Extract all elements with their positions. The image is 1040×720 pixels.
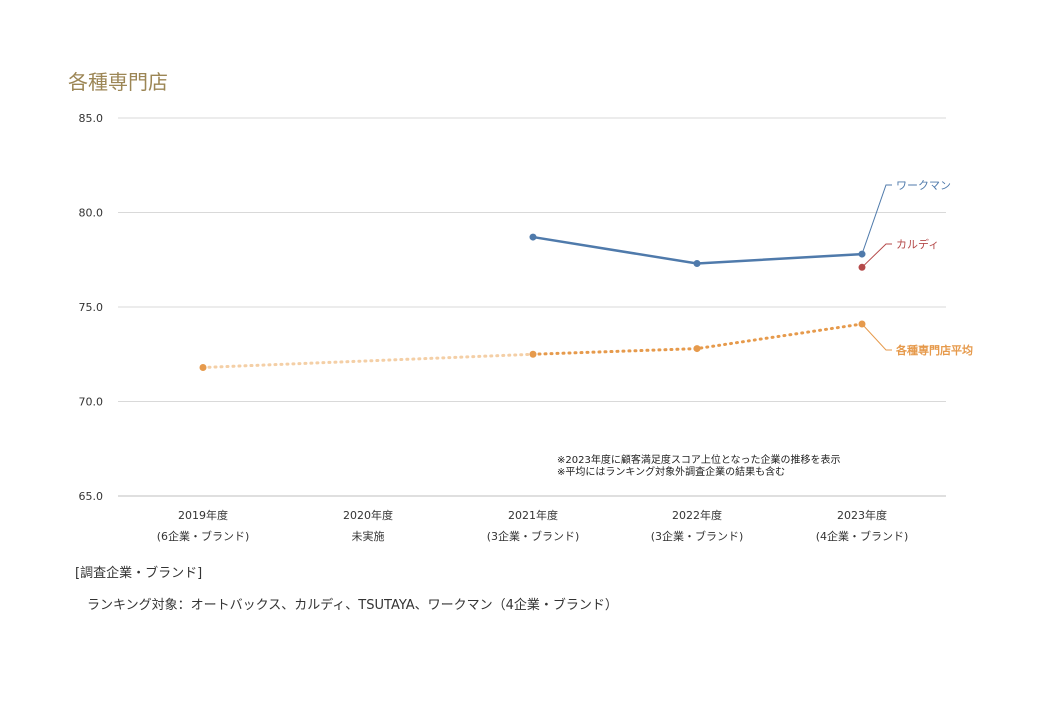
x-tick-sublabel: (6企業・ブランド) (157, 529, 250, 543)
series-label: 各種専門店平均 (895, 343, 973, 357)
note-line: ※平均にはランキング対象外調査企業の結果も含む (557, 467, 786, 478)
x-tick-sublabel: (3企業・ブランド) (651, 529, 744, 543)
ranking-targets: ランキング対象：オートバックス、カルディ、TSUTAYA、ワークマン（4企業・ブ… (87, 598, 618, 613)
series-label: ワークマン (896, 179, 951, 192)
average-point (529, 350, 537, 358)
workman-point (693, 260, 701, 268)
section-label: [調査企業・ブランド] (75, 566, 203, 581)
x-tick-label: 2022年度 (672, 508, 722, 522)
y-tick-label: 70.0 (79, 396, 104, 409)
x-tick-label: 2021年度 (508, 508, 558, 522)
series-label-leader (861, 323, 892, 351)
average-point (693, 345, 701, 353)
average-point (199, 363, 207, 371)
x-tick-label: 2020年度 (343, 508, 393, 522)
chart-title: 各種専門店 (68, 70, 168, 94)
note-line: ※2023年度に顧客満足度スコア上位となった企業の推移を表示 (557, 455, 841, 466)
workman-series-line (532, 235, 863, 265)
x-tick-sublabel: 未実施 (352, 529, 385, 543)
series-label-leader (861, 243, 892, 268)
workman-point (858, 250, 866, 258)
x-tick-sublabel: (4企業・ブランド) (816, 529, 909, 543)
y-tick-label: 85.0 (79, 112, 104, 125)
series-label: カルディ (896, 237, 939, 251)
y-tick-label: 80.0 (79, 207, 104, 220)
x-tick-sublabel: (3企業・ブランド) (487, 529, 580, 543)
series-label-leader (861, 184, 892, 255)
average-gap-line (201, 352, 535, 369)
x-tick-label: 2023年度 (837, 508, 887, 522)
workman-point (529, 233, 537, 241)
x-tick-label: 2019年度 (178, 508, 228, 522)
y-tick-label: 75.0 (79, 301, 104, 314)
chart-notes: ※2023年度に顧客満足度スコア上位となった企業の推移を表示 ※平均にはランキン… (557, 455, 841, 479)
y-tick-label: 65.0 (79, 490, 104, 503)
